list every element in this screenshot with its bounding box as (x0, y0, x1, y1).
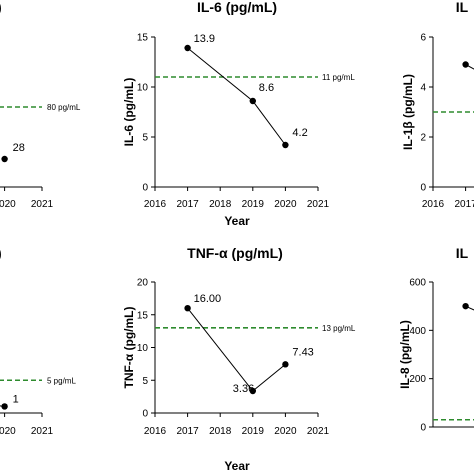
data-label: 28 (13, 142, 25, 154)
series-line (465, 64, 474, 70)
x-tick-label: 2020 (0, 199, 16, 210)
y-tick-label: 5 (142, 376, 148, 387)
y-tick-label: 15 (137, 33, 149, 44)
data-point (184, 44, 191, 52)
data-point (184, 305, 191, 312)
x-tick-label: 2016 (144, 426, 167, 437)
panel-title: TNF-α (pg/mL) (187, 245, 283, 261)
reference-line-label: 13 pg/mL (322, 324, 356, 333)
data-point (462, 302, 469, 310)
reference-line-label: 11 pg/mL (322, 73, 355, 82)
x-tick-label: 2021 (307, 426, 330, 437)
panel-title: L) (0, 0, 2, 15)
series-line (465, 305, 474, 311)
y-tick-label: 6 (420, 33, 426, 44)
x-tick-label: 2019 (242, 426, 265, 437)
y-tick-label: 0 (420, 423, 426, 434)
panel-title: L) (0, 245, 2, 261)
panel-6: IL 0 200 400 600 IL-8 (pg/mL) (398, 245, 474, 434)
x-tick-label: 2017 (176, 426, 199, 437)
data-label: 8.6 (259, 82, 274, 94)
y-tick-label: 0 (142, 409, 148, 420)
y-tick-label: 4 (420, 83, 426, 94)
panel-title: IL-6 (pg/mL) (197, 0, 277, 15)
panel-title: IL (456, 245, 469, 261)
data-label: 16.00 (194, 293, 222, 305)
x-axis-label: Year (224, 459, 250, 473)
y-axis-label: IL-1β (pg/mL) (401, 74, 415, 150)
data-point (249, 97, 256, 105)
x-tick-label: 2017 (454, 199, 474, 210)
panel-3: IL 0 2 4 6 2016 2017 IL-1β (pg/mL) (401, 0, 474, 210)
x-tick-label: 2019 (242, 199, 265, 210)
y-tick-label: 10 (137, 83, 149, 94)
y-tick-label: 0 (142, 183, 148, 194)
panel-4: L) 2020 2021 5 pg/mL 1 (0, 245, 76, 437)
series-line (187, 307, 286, 392)
series-line (187, 47, 286, 146)
y-axis-label: IL-8 (pg/mL) (398, 320, 412, 389)
panel-5: TNF-α (pg/mL) 0 5 10 15 20 2016 2017 2018 2019 202… (122, 245, 356, 473)
data-point (1, 155, 8, 163)
data-point (462, 61, 469, 68)
x-axis-label: Year (224, 214, 250, 228)
y-tick-label: 2 (420, 133, 426, 144)
panel-1: L) 2020 2021 80 pg/mL 28 (0, 0, 81, 210)
x-tick-label: 2021 (31, 199, 54, 210)
x-tick-label: 2021 (31, 426, 54, 437)
y-tick-label: 0 (420, 183, 426, 194)
y-tick-label: 400 (409, 326, 426, 337)
y-axis-label: IL-6 (pg/mL) (122, 78, 136, 147)
data-point (1, 403, 8, 410)
data-label: 13.9 (194, 33, 215, 45)
y-tick-label: 15 (137, 310, 149, 321)
y-tick-label: 10 (137, 343, 149, 354)
panel-title: IL (456, 0, 469, 15)
data-point (282, 141, 289, 149)
x-tick-label: 2018 (209, 426, 232, 437)
x-tick-label: 2017 (176, 199, 199, 210)
x-tick-label: 2016 (144, 199, 167, 210)
y-tick-label: 20 (137, 278, 149, 289)
x-tick-label: 2016 (422, 199, 445, 210)
x-tick-label: 2021 (307, 199, 330, 210)
x-tick-label: 2020 (274, 199, 297, 210)
x-tick-label: 2020 (0, 426, 16, 437)
panel-2: IL-6 (pg/mL) 0 5 10 15 2016 2017 2018 2019 2020 20… (122, 0, 355, 228)
reference-line-label: 80 pg/mL (47, 103, 81, 112)
data-point (282, 361, 289, 368)
reference-line-label: 5 pg/mL (47, 376, 76, 385)
x-tick-label: 2020 (274, 426, 297, 437)
x-tick-label: 2018 (209, 199, 232, 210)
y-axis-label: TNF-α (pg/mL) (122, 306, 136, 388)
y-tick-label: 600 (409, 278, 426, 289)
y-tick-label: 200 (409, 374, 426, 385)
data-label: 1 (13, 393, 19, 405)
data-label: 4.2 (292, 127, 307, 139)
data-label: 7.43 (292, 346, 313, 358)
data-point (249, 387, 256, 395)
y-tick-label: 5 (142, 133, 148, 144)
data-label: 3.36 (233, 383, 254, 395)
